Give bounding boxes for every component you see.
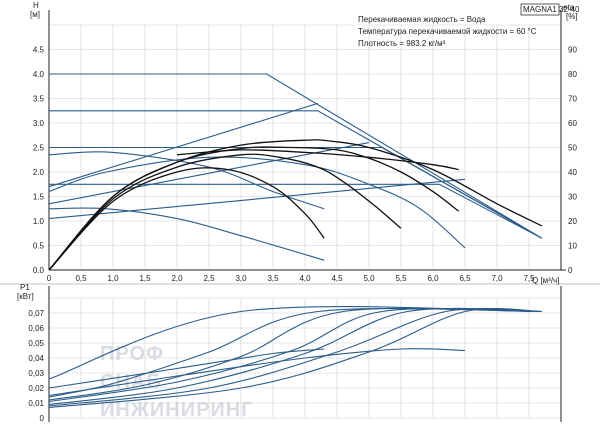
p-tick-label: 0,06 (28, 324, 44, 333)
model-box (520, 3, 560, 16)
head-curve-7 (48, 178, 466, 220)
power-axis-label: P1 (20, 283, 30, 292)
p-tick-label: 0,05 (28, 339, 44, 348)
eta-tick-label: 0 (568, 266, 573, 275)
x-tick-label: 5,0 (363, 274, 375, 283)
x-tick-label: 7,5 (523, 274, 535, 283)
p-tick-label: 0,03 (28, 369, 44, 378)
x-tick-label: 7,0 (491, 274, 503, 283)
power-curve-9 (48, 348, 325, 389)
power-curves (48, 305, 542, 409)
h-tick-label: 4.5 (33, 46, 45, 55)
eta-tick-label: 50 (568, 144, 577, 153)
x-tick-label: 4,0 (299, 274, 311, 283)
head-curve-3 (49, 146, 543, 239)
watermark-line-3: ИНЖИНИРИНГ (100, 399, 254, 421)
head-curve-9 (48, 207, 325, 261)
efficiency-curve-15 (176, 149, 459, 171)
eta-tick-label: 60 (568, 119, 577, 128)
head-curve-10 (48, 151, 325, 210)
info-line-3: Плотность = 983.2 кг/м³ (358, 39, 446, 48)
h-tick-label: 0.0 (33, 266, 45, 275)
tick-labels: 0 0,5 1,0 1,5 2,0 2,5 3,0 3,5 4,0 4,5 5,0 5,5 6,0 6,5… (28, 46, 577, 424)
axes (0, 10, 600, 422)
head-curves (48, 73, 543, 271)
p-tick-label: 0,01 (28, 399, 44, 408)
x-tick-label: 6,0 (427, 274, 439, 283)
power-axis-unit: [кВт] (17, 292, 34, 301)
flow-axis-label: Q [м³/ч] (532, 276, 559, 285)
efficiency-curve-12 (48, 146, 459, 271)
head-curve-1 (49, 73, 543, 239)
x-tick-label: 0 (47, 274, 52, 283)
efficiency-curve-13 (48, 153, 402, 271)
info-line-1: Перекачиваемая жидкость = Вода (358, 15, 486, 24)
efficiency-curve-14 (48, 167, 325, 271)
head-curve-4 (49, 183, 543, 239)
h-tick-label: 1.0 (33, 217, 45, 226)
watermark-line-1: ПРОФ (100, 343, 164, 365)
eta-tick-label: 40 (568, 168, 577, 177)
head-curve-2 (49, 110, 543, 239)
head-curve-5 (48, 102, 318, 188)
eta-tick-label: 20 (568, 217, 577, 226)
head-curve-8 (48, 156, 466, 249)
x-tick-label: 6,5 (459, 274, 471, 283)
power-curve-5 (48, 307, 542, 406)
eta-tick-label: 80 (568, 70, 577, 79)
x-tick-label: 0,5 (75, 274, 87, 283)
eta-axis-unit: [%] (566, 12, 578, 21)
x-tick-label: 2,5 (203, 274, 215, 283)
eta-axis-label: eta (563, 3, 575, 12)
p-tick-label: 0,02 (28, 384, 44, 393)
x-tick-label: 1,0 (107, 274, 119, 283)
h-tick-label: 2.0 (33, 168, 45, 177)
model-label: MAGNA1 32-40 (523, 5, 580, 14)
x-tick-label: 3,0 (235, 274, 247, 283)
h-tick-label: 3.5 (33, 95, 45, 104)
eta-tick-label: 10 (568, 242, 577, 251)
info-line-2: Температура перекачиваемой жидкости = 60… (358, 27, 537, 36)
h-tick-label: 2.5 (33, 144, 45, 153)
eta-tick-label: 90 (568, 46, 577, 55)
power-curve-8 (48, 348, 466, 397)
h-tick-label: 4.0 (33, 70, 45, 79)
head-axis-unit: [м] (30, 10, 40, 19)
h-tick-label: 0.5 (33, 242, 45, 251)
head-axis-label: H (33, 1, 39, 10)
power-curve-7 (48, 307, 542, 409)
eta-tick-label: 30 (568, 193, 577, 202)
x-tick-label: 1,5 (139, 274, 151, 283)
h-tick-label: 1.5 (33, 193, 45, 202)
h-tick-label: 3.0 (33, 119, 45, 128)
x-tick-label: 2,0 (171, 274, 183, 283)
x-tick-label: 3,5 (267, 274, 279, 283)
p-tick-label: 0,07 (28, 309, 44, 318)
p-tick-label: 0,04 (28, 354, 44, 363)
x-tick-label: 5,5 (395, 274, 407, 283)
eta-tick-label: 70 (568, 95, 577, 104)
x-tick-label: 4,5 (331, 274, 343, 283)
p-tick-label: 0 (40, 414, 45, 423)
